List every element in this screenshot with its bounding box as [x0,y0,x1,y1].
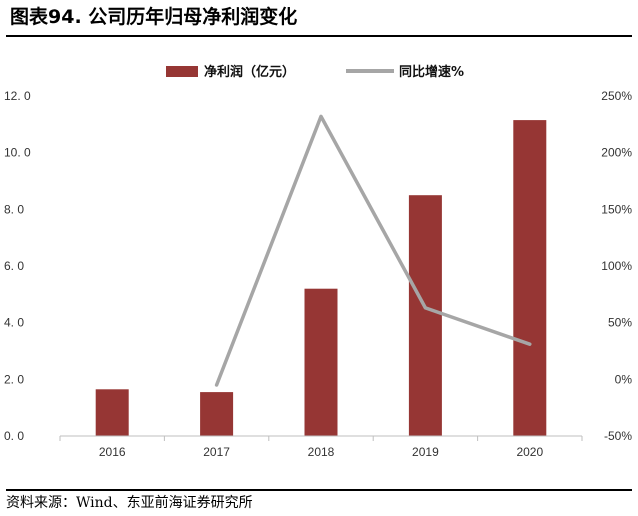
left-tick-label: 8. 0 [4,202,24,216]
legend-line-label: 同比增速% [399,64,464,80]
left-tick-label: 10. 0 [4,146,31,160]
right-tick-label: 0% [615,372,633,386]
right-tick-label: -50% [604,429,632,443]
left-tick-label: 2. 0 [4,372,24,386]
page-title: 图表94. 公司历年归母净利润变化 [10,6,298,28]
left-tick-label: 4. 0 [4,316,24,330]
right-axis-ticks: -50% 0% 50% 100% 150% 200% 250% [601,89,632,443]
x-tick-label: 2017 [203,445,230,459]
right-tick-label: 250% [601,89,632,103]
bar-series [95,120,547,437]
x-axis-ticks: 2016 2017 2018 2019 2020 [59,436,583,459]
right-tick-label: 100% [601,259,632,273]
chart: 0. 0 2. 0 4. 0 6. 0 8. 0 10. 0 12. 0 -50% 0% 50%… [4,64,632,459]
left-tick-label: 0. 0 [4,429,24,443]
bar-2017 [200,392,234,436]
bar-2019 [408,195,442,436]
right-tick-label: 150% [601,202,632,216]
bar-2018 [304,288,338,436]
legend-bar-label: 净利润（亿元） [204,64,295,80]
right-tick-label: 200% [601,146,632,160]
legend-bar-swatch [166,66,198,77]
bar-2016 [95,389,129,437]
left-tick-label: 6. 0 [4,259,24,273]
x-tick-label: 2020 [516,445,543,459]
bar-2020 [513,120,547,436]
legend: 净利润（亿元） 同比增速% [166,64,464,80]
left-axis-ticks: 0. 0 2. 0 4. 0 6. 0 8. 0 10. 0 12. 0 [4,89,31,443]
x-tick-label: 2016 [99,445,126,459]
left-tick-label: 12. 0 [4,89,31,103]
x-tick-label: 2019 [412,445,439,459]
title-divider [6,35,632,37]
source-note: 资料来源：Wind、东亚前海证券研究所 [6,495,253,511]
source-divider [6,489,632,491]
x-tick-label: 2018 [308,445,335,459]
right-tick-label: 50% [608,316,632,330]
growth-line [214,114,532,387]
